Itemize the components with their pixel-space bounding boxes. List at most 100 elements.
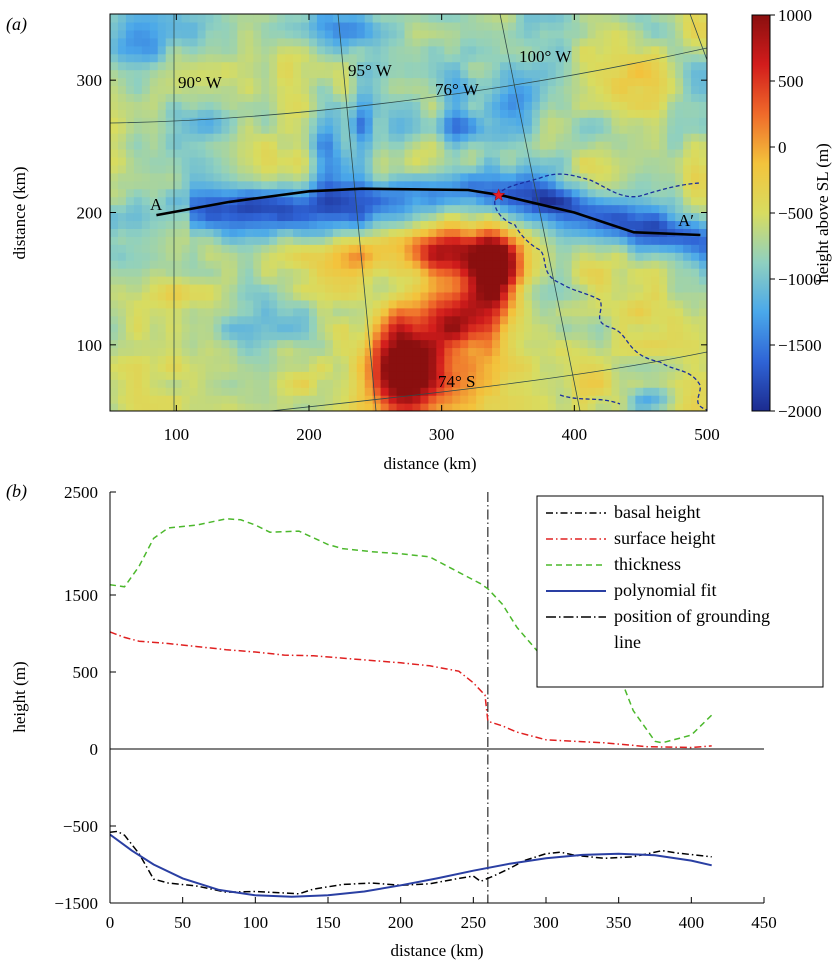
heatmap-cell [611,29,621,39]
heatmap-cell [380,61,390,71]
heatmap-cell [404,61,414,71]
heatmap-cell [213,371,223,380]
heatmap-cell [659,77,668,87]
heatmap-cell [332,276,342,285]
heatmap-cell [245,236,254,245]
heatmap-cell [675,204,684,214]
heatmap-cell [245,93,254,102]
heatmap-cell [332,180,342,190]
heatmap-cell [492,29,501,39]
heatmap-cell [571,109,581,118]
heatmap-cell [277,363,286,372]
heatmap-cell [348,61,358,71]
heatmap-cell [285,244,294,253]
heatmap-cell [683,379,692,388]
heatmap-cell [364,283,374,293]
heatmap-cell [125,315,135,325]
heatmap-cell [285,236,294,245]
heatmap-cell [396,252,406,261]
heatmap-cell [428,180,437,190]
heatmap-cell [205,156,215,166]
heatmap-cell [221,133,230,142]
heatmap-cell [348,85,358,94]
heatmap-cell [699,148,707,158]
heatmap-cell [643,339,652,349]
heatmap-cell [643,395,652,404]
heatmap-cell [420,45,429,55]
heatmap-cell [619,45,628,55]
heatmap-cell [579,53,589,63]
heatmap-cell [659,69,668,79]
heatmap-cell [149,236,159,245]
heatmap-cell [595,109,605,118]
heatmap-cell [165,331,175,341]
heatmap-cell [261,61,270,71]
heatmap-cell [428,53,437,63]
heatmap-cell [332,339,342,349]
heatmap-cell [587,276,597,285]
heatmap-cell [332,363,342,372]
heatmap-cell [324,101,334,110]
heatmap-cell [603,299,613,309]
heatmap-cell [173,125,183,134]
heatmap-cell [683,204,692,214]
heatmap-cell [110,101,119,110]
heatmap-cell [189,276,199,285]
heatmap-cell [555,156,565,166]
heatmap-cell [165,403,175,411]
heatmap-cell [332,53,342,63]
heatmap-cell [133,188,143,198]
heatmap-cell [444,125,453,134]
heatmap-cell [269,307,278,317]
heatmap-cell [141,180,151,190]
heatmap-cell [531,276,541,285]
heatmap-cell [173,220,183,229]
heatmap-cell [332,101,342,110]
heatmap-cell [125,61,135,71]
heatmap-cell [245,69,254,79]
heatmap-cell [372,355,382,364]
heatmap-cell [563,21,573,31]
heatmap-cell [412,244,422,253]
heatmap-cell [125,228,135,237]
heatmap-cell [667,164,676,174]
heatmap-cell [245,291,254,301]
heatmap-cell [348,45,358,55]
heatmap-cell [197,403,207,411]
heatmap-cell [332,93,342,102]
heatmap-cell [500,204,509,214]
heatmap-cell [563,244,573,253]
heatmap-cell [683,93,692,102]
heatmap-cell [245,53,254,63]
heatmap-cell [683,172,692,182]
heatmap-cell [253,268,262,277]
heatmap-cell [412,77,422,87]
heatmap-cell [484,363,493,372]
heatmap-cell [683,315,692,325]
heatmap-cell [643,188,652,198]
heatmap-cell [141,371,151,380]
heatmap-cell [253,379,262,388]
heatmap-cell [348,220,358,229]
heatmap-cell [173,109,183,118]
heatmap-cell [492,85,501,94]
heatmap-cell [380,172,390,182]
heatmap-cell [396,363,406,372]
heatmap-cell [404,204,414,214]
heatmap-cell [324,228,334,237]
heatmap-cell [619,148,628,158]
heatmap-cell [133,101,143,110]
heatmap-cell [675,315,684,325]
heatmap-cell [523,236,533,245]
heatmap-cell [165,141,175,150]
heatmap-cell [428,196,437,206]
heatmap-cell [372,14,382,23]
heatmap-cell [221,268,230,277]
heatmap-cell [324,283,334,293]
heatmap-cell [253,212,262,222]
heatmap-cell [125,212,135,222]
heatmap-cell [237,172,246,182]
heatmap-cell [627,172,636,182]
heatmap-cell [285,204,294,214]
heatmap-cell [492,347,501,357]
